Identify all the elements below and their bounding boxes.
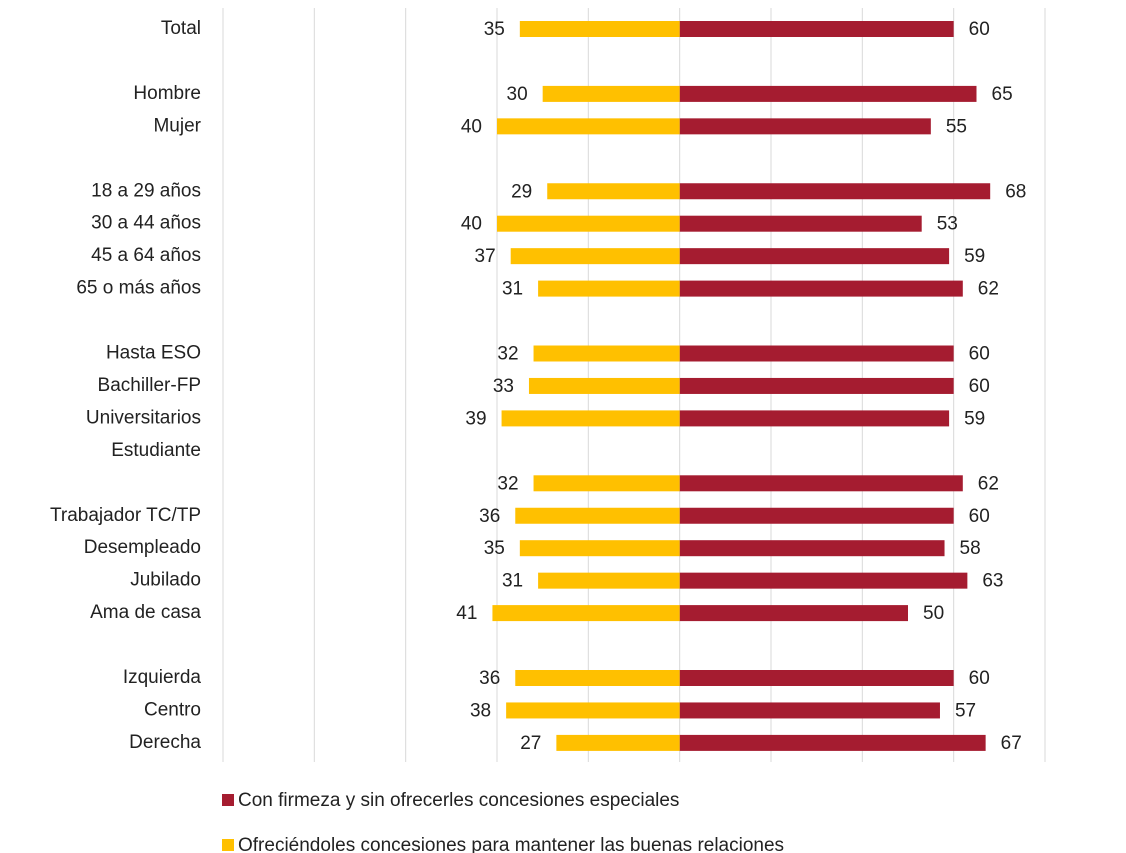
category-label: Izquierda	[123, 667, 202, 688]
data-label: 36	[479, 668, 500, 689]
category-label: Centro	[144, 699, 201, 720]
data-label: 60	[969, 344, 990, 365]
data-label: 39	[465, 408, 486, 429]
category-label: Desempleado	[84, 537, 201, 558]
data-label: 32	[497, 473, 518, 494]
category-label: Trabajador TC/TP	[50, 505, 201, 526]
category-label: Total	[161, 18, 201, 39]
category-label: Derecha	[129, 732, 201, 753]
bar	[679, 410, 950, 427]
data-label: 68	[1005, 181, 1026, 202]
bar	[542, 85, 680, 102]
data-label: 40	[461, 214, 482, 235]
bar	[547, 183, 680, 200]
bar	[506, 702, 680, 719]
legend-label: Con firmeza y sin ofrecerles concesiones…	[238, 790, 679, 811]
data-label: 32	[497, 344, 518, 365]
bar	[501, 410, 680, 427]
bar	[679, 670, 954, 686]
category-label: Hombre	[133, 83, 201, 104]
bar	[528, 377, 680, 394]
bar	[492, 605, 680, 622]
data-label: 60	[969, 19, 990, 40]
data-label: 41	[456, 603, 477, 624]
category-label: Universitarios	[86, 407, 201, 428]
bar	[533, 345, 680, 362]
data-label: 38	[470, 700, 491, 721]
bar	[679, 183, 991, 200]
data-label: 35	[484, 19, 505, 40]
data-label: 62	[978, 473, 999, 494]
bar	[497, 215, 680, 232]
data-label: 30	[507, 84, 528, 105]
bar	[679, 215, 922, 232]
legend-swatch	[222, 794, 234, 806]
bar	[533, 475, 680, 492]
legend-swatch	[222, 839, 234, 851]
data-label: 37	[475, 246, 496, 267]
data-label: 62	[978, 279, 999, 300]
bar	[679, 605, 908, 622]
data-label: 31	[502, 571, 523, 592]
bar	[538, 572, 680, 589]
bar	[679, 85, 977, 102]
bar	[497, 118, 680, 135]
data-label: 40	[461, 116, 482, 137]
category-label: Bachiller-FP	[98, 375, 201, 396]
data-label: 33	[493, 376, 514, 397]
bar	[515, 670, 680, 686]
bar	[519, 21, 680, 37]
bar	[679, 248, 950, 265]
category-label: 45 a 64 años	[91, 245, 201, 266]
data-label: 53	[937, 214, 958, 235]
bar	[515, 507, 680, 524]
category-label: Ama de casa	[90, 602, 201, 623]
data-label: 60	[969, 668, 990, 689]
data-label: 35	[484, 538, 505, 559]
data-label: 55	[946, 116, 967, 137]
bar	[510, 248, 680, 265]
bar	[679, 345, 954, 362]
bar	[679, 734, 986, 751]
data-label: 59	[964, 408, 985, 429]
category-label: 65 o más años	[76, 278, 201, 299]
data-label: 65	[992, 84, 1013, 105]
bar	[679, 507, 954, 524]
data-label: 50	[923, 603, 944, 624]
bar	[679, 540, 945, 557]
category-label: Hasta ESO	[106, 343, 201, 364]
data-label: 31	[502, 279, 523, 300]
category-label: 30 a 44 años	[91, 213, 201, 234]
bar	[519, 540, 680, 557]
bar	[679, 118, 931, 135]
data-label: 29	[511, 181, 532, 202]
category-label: 18 a 29 años	[91, 180, 201, 201]
data-label: 59	[964, 246, 985, 267]
bar	[679, 475, 963, 492]
bar	[679, 377, 954, 394]
bar	[679, 21, 954, 37]
bar	[679, 702, 940, 719]
data-label: 60	[969, 506, 990, 527]
data-label: 36	[479, 506, 500, 527]
data-label: 63	[982, 571, 1003, 592]
bar	[679, 572, 968, 589]
data-label: 27	[520, 733, 541, 754]
data-label: 57	[955, 700, 976, 721]
bar	[538, 280, 680, 297]
category-label: Mujer	[153, 115, 201, 136]
data-label: 67	[1001, 733, 1022, 754]
category-label: Estudiante	[111, 440, 201, 461]
data-label: 60	[969, 376, 990, 397]
category-label: Jubilado	[130, 570, 201, 591]
data-label: 58	[960, 538, 981, 559]
bar	[679, 280, 963, 297]
bar	[556, 734, 680, 751]
legend-label: Ofreciéndoles concesiones para mantener …	[238, 835, 784, 853]
